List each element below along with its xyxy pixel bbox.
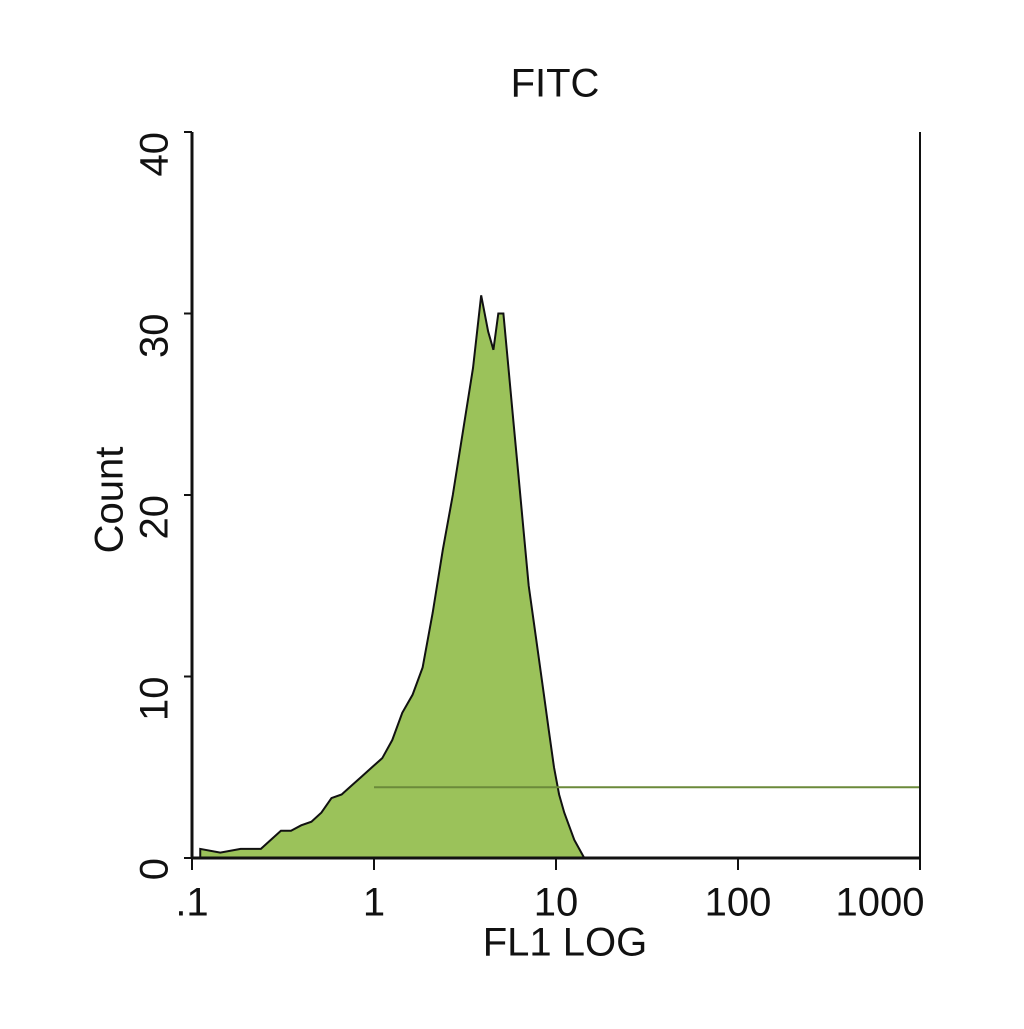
y-axis-label: Count (88, 447, 132, 554)
chart-title: FITC (511, 62, 600, 106)
y-tick-label: 0 (133, 858, 177, 880)
histogram-area (199, 295, 586, 859)
y-tick-label: 40 (133, 132, 177, 177)
y-tick-label: 20 (133, 495, 177, 540)
x-tick-label: 100 (705, 881, 772, 925)
x-tick-label: 10 (534, 881, 579, 925)
y-tick-label: 30 (133, 314, 177, 359)
x-axis-label: FL1 LOG (483, 921, 648, 965)
y-tick-label: 10 (133, 677, 177, 722)
x-tick-label: 1000 (836, 881, 925, 925)
x-tick-label: .1 (175, 881, 208, 925)
x-tick-label: 1 (363, 881, 385, 925)
